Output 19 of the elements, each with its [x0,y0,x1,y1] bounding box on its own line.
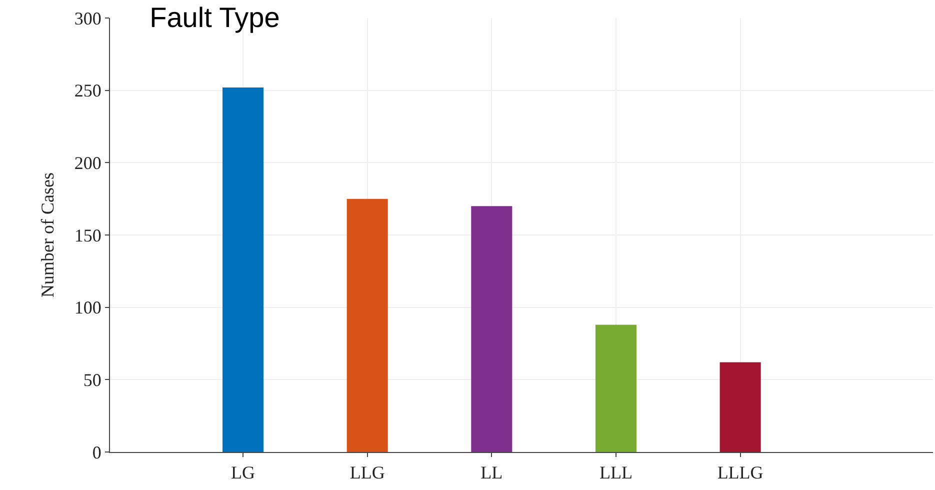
y-axis-title: Number of Cases [38,172,58,298]
chart-title: Fault Type [150,2,280,33]
x-tick-label: LLL [599,462,632,483]
x-tick-label: LL [480,462,503,483]
x-tick-label: LLLG [717,462,764,483]
y-tick-label: 0 [92,442,102,462]
bar [720,362,761,452]
y-tick-label: 100 [74,298,102,318]
bar [346,198,388,452]
y-tick-label: 150 [74,225,102,246]
x-tick-label: LG [231,462,256,483]
y-tick-label: 200 [74,152,102,173]
x-tick-label: LLG [350,462,385,483]
bar [471,206,512,452]
y-tick-label: 50 [83,370,102,390]
y-tick-label: 250 [74,80,102,101]
y-tick-label: 300 [74,8,102,28]
bar [222,87,264,452]
bar [595,324,636,452]
